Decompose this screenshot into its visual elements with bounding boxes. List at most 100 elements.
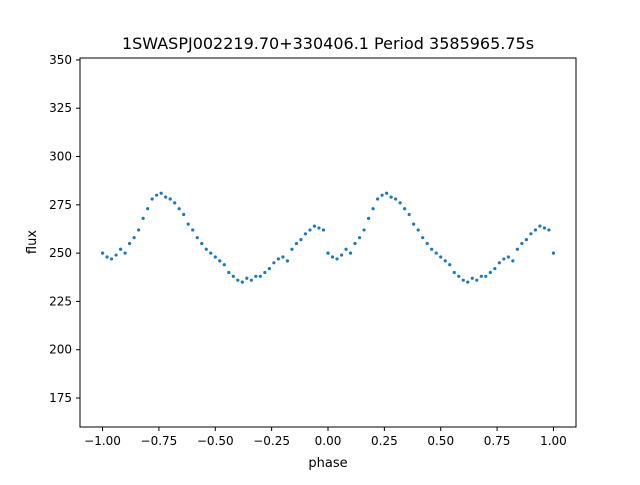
- data-point: [128, 241, 132, 246]
- data-point: [123, 251, 127, 255]
- data-point: [484, 274, 488, 278]
- data-point: [159, 191, 163, 195]
- data-point: [479, 274, 483, 278]
- x-tick-label: −0.75: [141, 434, 178, 448]
- data-point: [182, 212, 186, 217]
- data-point: [430, 247, 434, 251]
- data-point: [529, 232, 533, 236]
- data-point: [132, 236, 136, 240]
- data-point: [204, 247, 208, 251]
- data-point: [146, 207, 150, 211]
- data-point: [218, 259, 222, 263]
- data-point: [249, 278, 253, 282]
- data-point: [267, 266, 271, 271]
- data-point: [105, 255, 109, 259]
- y-tick-label: 225: [49, 294, 72, 308]
- data-point: [376, 197, 380, 201]
- data-point: [439, 255, 443, 259]
- data-point: [348, 251, 353, 255]
- data-point: [209, 251, 213, 255]
- data-point: [389, 195, 393, 199]
- data-point: [254, 274, 258, 278]
- data-point: [245, 276, 249, 280]
- data-point: [186, 222, 190, 226]
- data-point: [502, 257, 506, 261]
- data-point: [141, 216, 145, 220]
- y-ticks: 175 200 225 250 275 300 325 350: [49, 53, 80, 405]
- data-point: [412, 222, 416, 226]
- data-point: [448, 263, 452, 267]
- data-point: [227, 270, 231, 275]
- chart-title: 1SWASPJ002219.70+330406.1 Period 3585965…: [122, 34, 534, 53]
- x-tick-label: 0.50: [427, 434, 454, 448]
- data-point: [533, 228, 538, 232]
- data-point: [524, 238, 529, 242]
- data-point: [137, 228, 141, 232]
- data-point: [434, 251, 438, 255]
- data-point: [240, 280, 244, 284]
- data-point: [222, 263, 226, 267]
- data-point: [416, 228, 420, 232]
- y-tick-label: 300: [49, 150, 72, 164]
- x-tick-label: −0.50: [197, 434, 234, 448]
- y-tick-label: 275: [49, 198, 72, 212]
- data-point: [326, 251, 330, 255]
- x-axis-label: phase: [308, 456, 347, 471]
- data-point: [475, 278, 479, 282]
- data-point: [173, 201, 177, 205]
- data-point: [258, 274, 262, 278]
- y-tick-label: 250: [49, 246, 72, 260]
- data-point: [285, 259, 290, 263]
- data-point: [191, 228, 195, 232]
- data-point: [497, 261, 501, 265]
- data-point: [330, 255, 335, 259]
- data-point: [511, 259, 515, 263]
- data-point: [394, 197, 398, 201]
- points-layer: [100, 191, 556, 284]
- data-point: [118, 247, 123, 251]
- data-point: [493, 266, 497, 271]
- data-point: [272, 261, 276, 265]
- data-point: [506, 255, 510, 259]
- data-point: [294, 241, 299, 246]
- data-point: [321, 228, 326, 232]
- x-tick-label: 0.25: [371, 434, 398, 448]
- data-point: [403, 207, 407, 211]
- data-point: [407, 212, 411, 217]
- data-point: [339, 253, 344, 257]
- data-point: [312, 224, 317, 228]
- data-point: [470, 276, 474, 280]
- data-point: [303, 232, 308, 236]
- data-point: [150, 197, 154, 201]
- data-point: [114, 253, 118, 257]
- data-point: [164, 195, 168, 199]
- data-point: [263, 270, 267, 275]
- data-point: [195, 236, 199, 240]
- data-point: [443, 259, 447, 263]
- data-point: [109, 257, 114, 261]
- data-point: [290, 247, 294, 251]
- x-ticks: −1.00 −0.75 −0.50 −0.25 0.00 0.25 0.50 0.75 1.00: [84, 427, 567, 448]
- y-axis-label: flux: [25, 230, 40, 254]
- x-tick-label: −0.25: [253, 434, 290, 448]
- data-point: [488, 270, 492, 275]
- data-point: [200, 241, 204, 246]
- data-point: [281, 255, 285, 259]
- data-point: [344, 247, 348, 251]
- data-point: [385, 191, 389, 195]
- data-point: [100, 251, 105, 255]
- data-point: [357, 236, 362, 240]
- data-point: [452, 270, 456, 275]
- data-point: [317, 226, 321, 230]
- y-tick-label: 175: [49, 391, 72, 405]
- data-point: [421, 236, 425, 240]
- data-point: [380, 193, 384, 197]
- data-point: [551, 251, 556, 255]
- data-point: [362, 228, 366, 232]
- x-tick-label: 0.75: [484, 434, 511, 448]
- data-point: [371, 207, 375, 211]
- y-tick-label: 325: [49, 101, 72, 115]
